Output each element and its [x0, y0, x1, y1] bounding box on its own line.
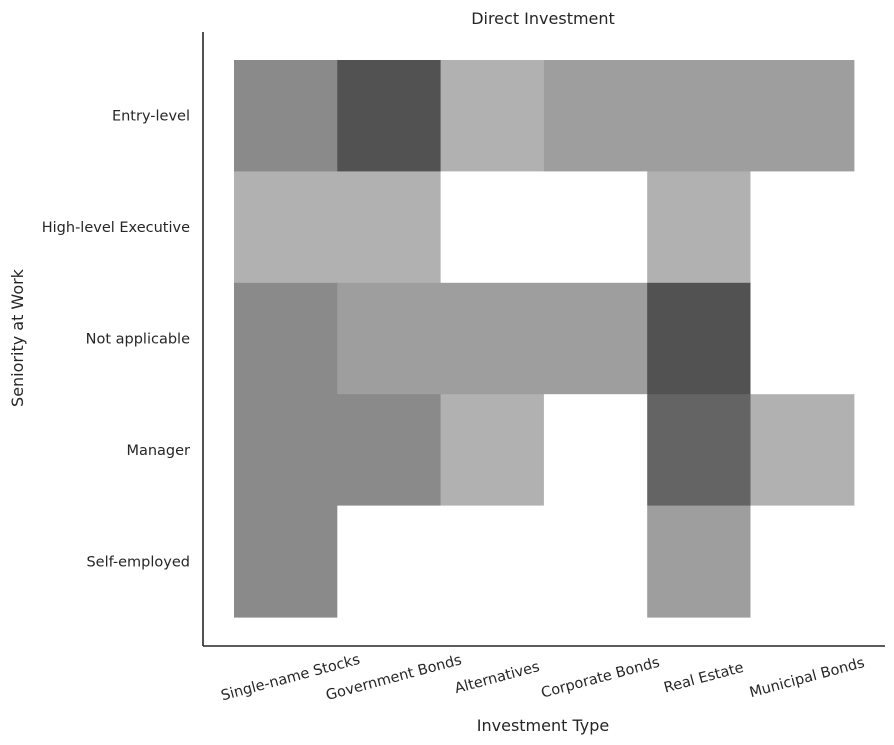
heatmap-cell-manager-government-bonds — [337, 394, 442, 507]
heatmap-cell-self-employed-municipal-bonds — [750, 505, 855, 618]
y-tick-label-self-employed: Self-employed — [86, 554, 190, 570]
heatmap-cells — [234, 60, 855, 618]
heatmap-cell-manager-municipal-bonds — [750, 394, 855, 507]
heatmap-cell-high-level-executive-single-name-stocks — [234, 171, 338, 284]
x-tick-label-corporate-bonds: Corporate Bonds — [540, 655, 662, 702]
chart-title: Direct Investment — [471, 9, 615, 28]
y-tick-labels: Entry-level High-level Executive Not appli… — [42, 109, 190, 571]
heatmap-cell-entry-level-corporate-bonds — [543, 60, 648, 172]
heatmap-cell-not-applicable-government-bonds — [337, 282, 442, 395]
heatmap-cell-entry-level-alternatives — [440, 60, 545, 172]
heatmap-cell-self-employed-alternatives — [440, 505, 545, 618]
y-axis-label: Seniority at Work — [8, 268, 27, 407]
heatmap-cell-not-applicable-real-estate — [647, 282, 752, 395]
heatmap-cell-entry-level-government-bonds — [337, 60, 442, 172]
heatmap-cell-self-employed-real-estate — [647, 505, 752, 618]
heatmap-cell-not-applicable-alternatives — [440, 282, 545, 395]
y-tick-label-entry-level: Entry-level — [112, 109, 190, 125]
heatmap-cell-high-level-executive-municipal-bonds — [750, 171, 855, 284]
x-tick-label-real-estate: Real Estate — [662, 660, 745, 697]
heatmap-cell-entry-level-single-name-stocks — [234, 60, 338, 172]
heatmap-cell-manager-real-estate — [647, 394, 752, 507]
heatmap-cell-high-level-executive-alternatives — [440, 171, 545, 284]
heatmap-cell-manager-alternatives — [440, 394, 545, 507]
heatmap-cell-high-level-executive-government-bonds — [337, 171, 442, 284]
x-tick-label-alternatives: Alternatives — [453, 659, 541, 697]
heatmap-cell-self-employed-corporate-bonds — [543, 505, 648, 618]
x-tick-label-municipal-bonds: Municipal Bonds — [748, 655, 867, 701]
y-tick-label-not-applicable: Not applicable — [86, 332, 190, 348]
heatmap-cell-high-level-executive-real-estate — [647, 171, 752, 284]
heatmap-cell-self-employed-single-name-stocks — [234, 505, 338, 618]
heatmap-cell-not-applicable-corporate-bonds — [543, 282, 648, 395]
heatmap-cell-high-level-executive-corporate-bonds — [543, 171, 648, 284]
heatmap-cell-not-applicable-municipal-bonds — [750, 282, 855, 395]
heatmap-cell-manager-single-name-stocks — [234, 394, 338, 507]
y-tick-label-manager: Manager — [126, 443, 190, 459]
x-axis-label: Investment Type — [477, 716, 609, 735]
heatmap-cell-entry-level-real-estate — [647, 60, 752, 172]
heatmap-cell-not-applicable-single-name-stocks — [234, 282, 338, 395]
heatmap-cell-self-employed-government-bonds — [337, 505, 442, 618]
y-tick-label-high-level-executive: High-level Executive — [42, 220, 190, 236]
heatmap-cell-manager-corporate-bonds — [543, 394, 648, 507]
heatmap-cell-entry-level-municipal-bonds — [750, 60, 855, 172]
